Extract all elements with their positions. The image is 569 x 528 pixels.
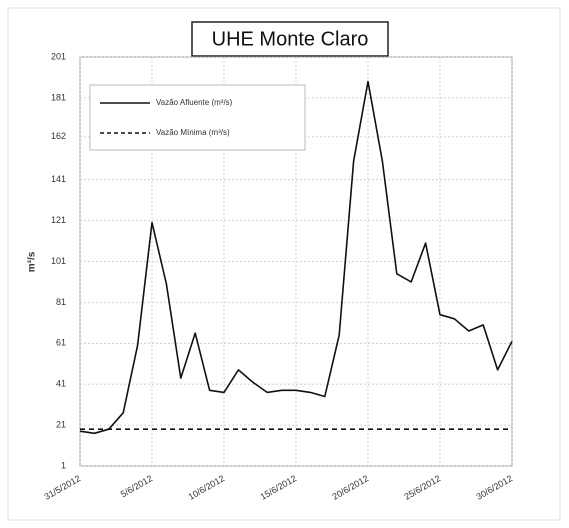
y-tick-label: 41 (56, 379, 66, 389)
y-tick-label: 101 (51, 256, 66, 266)
y-tick-label: 1 (61, 460, 66, 470)
y-tick-label: 81 (56, 297, 66, 307)
title-box (191, 21, 389, 57)
legend-box (89, 84, 306, 151)
y-tick-label: 201 (51, 51, 66, 61)
y-tick-label: 141 (51, 174, 66, 184)
y-tick-label: 61 (56, 338, 66, 348)
y-tick-label: 121 (51, 215, 66, 225)
y-tick-label: 21 (56, 419, 66, 429)
legend-label: Vazão Afluente (m³/s) (156, 98, 233, 107)
y-tick-label: 181 (51, 92, 66, 102)
y-axis-label: m³/s (27, 251, 38, 272)
y-tick-label: 162 (51, 131, 66, 141)
chart-title: UHE Monte Claro (212, 28, 369, 50)
series-line (79, 80, 513, 435)
legend-label: Vazão Mínima (m³/s) (156, 128, 230, 137)
